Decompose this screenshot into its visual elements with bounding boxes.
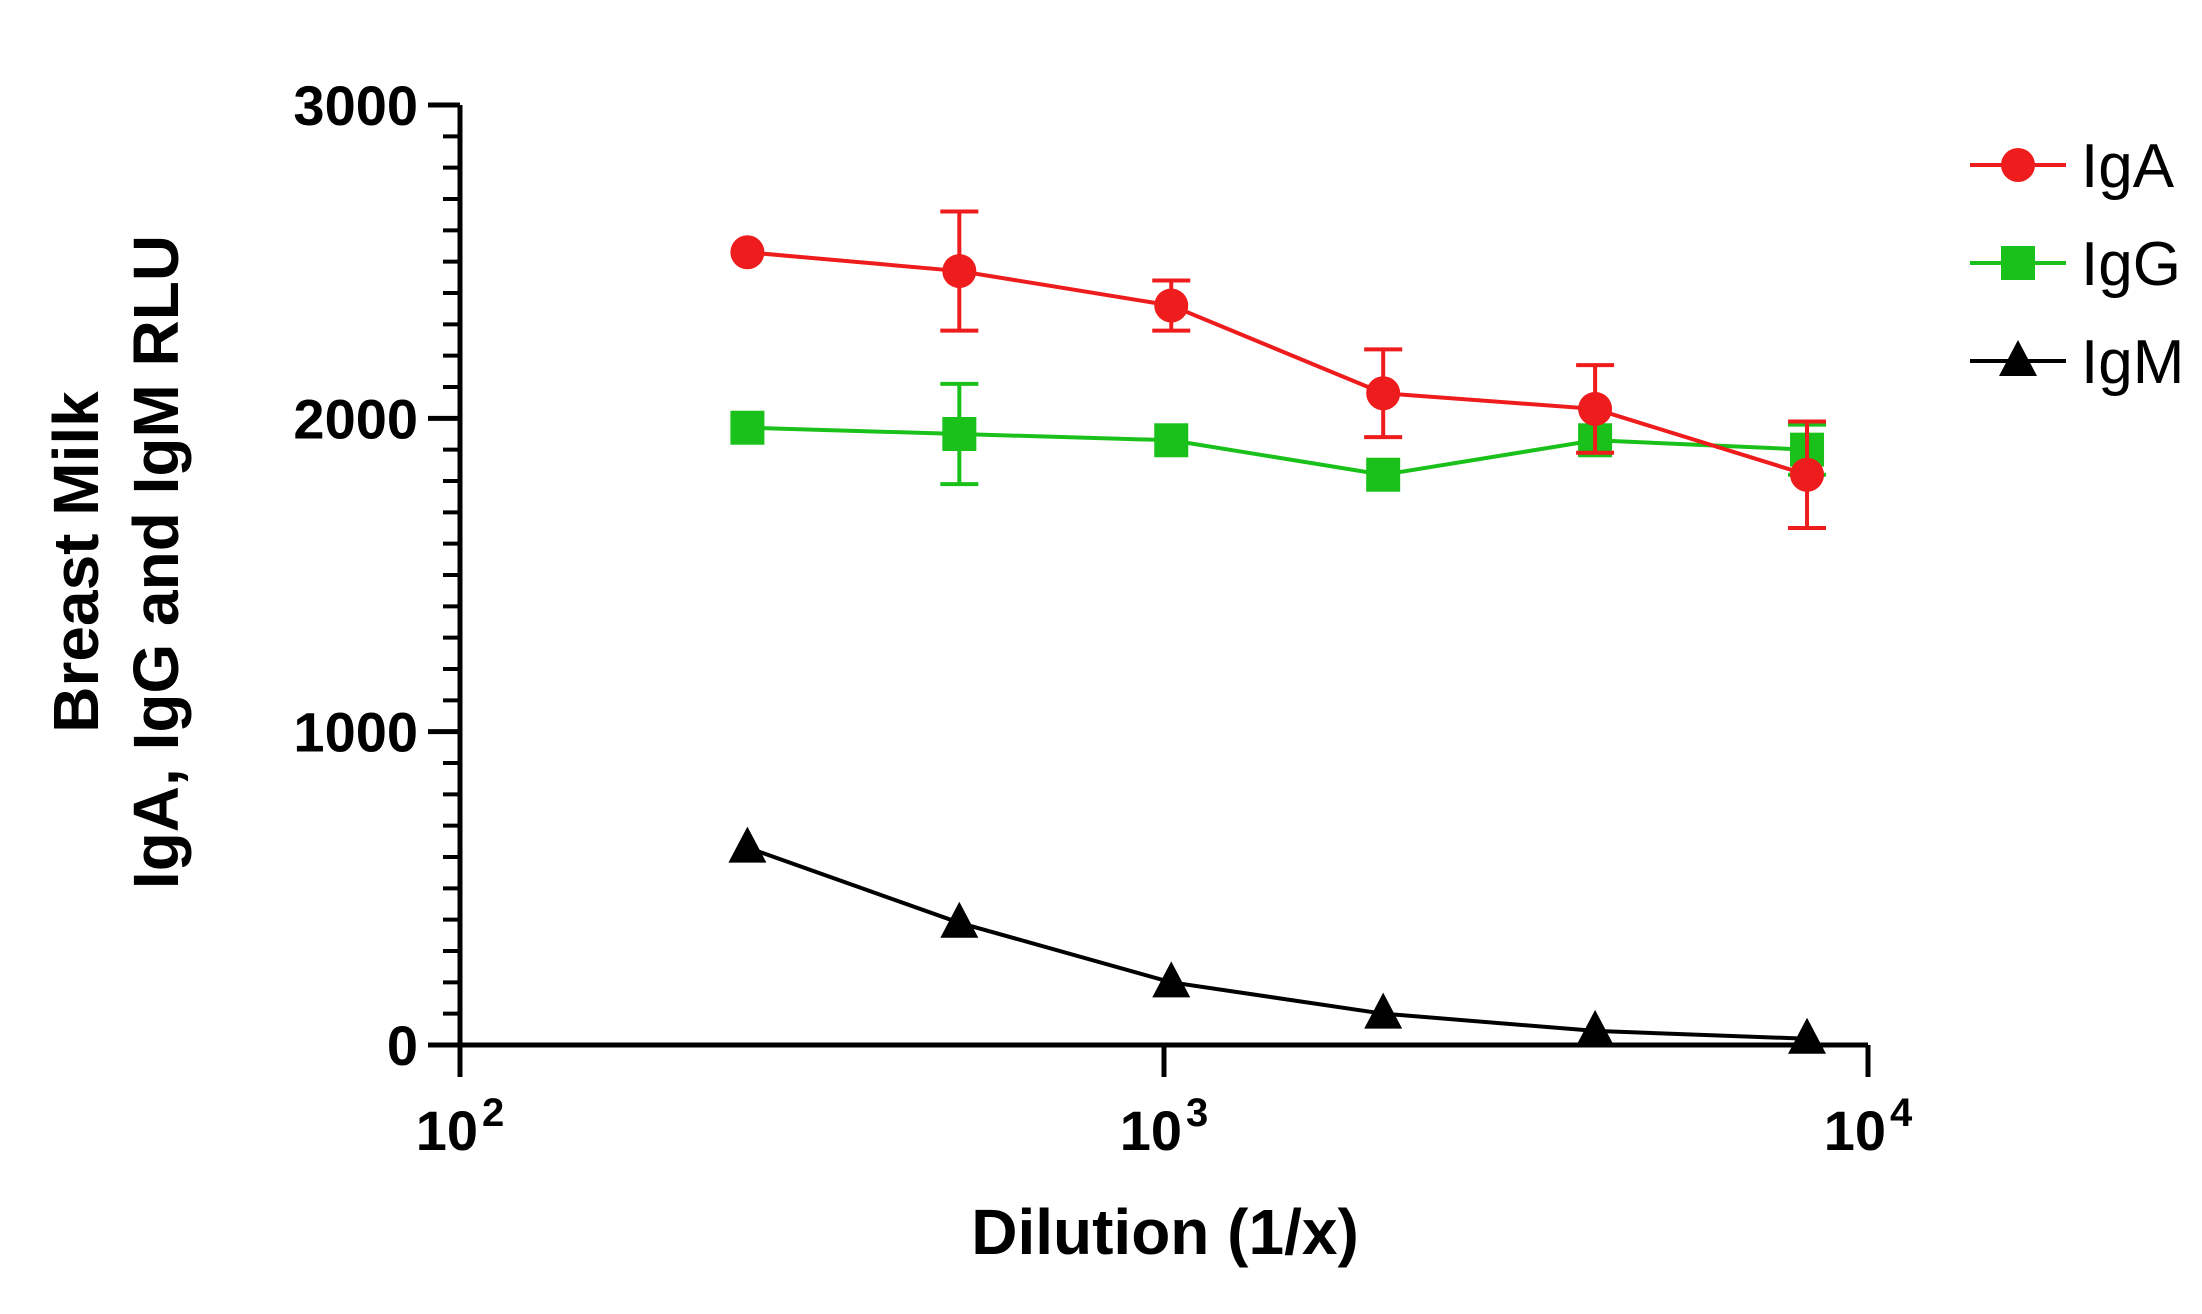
data-point-igm <box>1576 1009 1615 1046</box>
x-tick-label: 10 2 <box>416 1091 505 1162</box>
x-tick-exponent: 3 <box>1186 1091 1208 1135</box>
y-tick-label: 3000 <box>293 74 418 137</box>
data-point-igg <box>942 417 977 451</box>
series-line-igm <box>746 845 1808 1041</box>
data-point-iga <box>1790 457 1825 492</box>
legend-label-iga: IgA <box>2081 132 2175 201</box>
x-tick-exponent: 2 <box>482 1091 504 1135</box>
series-igg <box>730 381 1827 492</box>
series-line-iga <box>747 250 1808 477</box>
plot-area <box>728 209 1827 1054</box>
legend-label-igg: IgG <box>2081 230 2181 299</box>
x-axis-title: Dilution (1/x) <box>971 1196 1359 1268</box>
data-point-igm <box>1788 1017 1827 1054</box>
y-axis-title: Breast Milk IgA, IgG and IgM RLU <box>40 235 192 889</box>
x-tick-base: 10 <box>1824 1099 1886 1162</box>
data-point-igm <box>940 901 979 938</box>
data-point-igm <box>1152 961 1191 998</box>
x-tick-label: 10 3 <box>1120 1091 1209 1162</box>
y-tick-label: 1000 <box>293 701 418 764</box>
data-point-iga <box>1366 376 1401 411</box>
y-tick-label: 2000 <box>293 387 418 450</box>
legend-label-igm: IgM <box>2081 328 2184 397</box>
legend-marker-igm <box>1999 340 2037 376</box>
legend-item-iga: IgA <box>1970 132 2175 201</box>
legend-marker-igg <box>2001 246 2035 280</box>
y-tick-label: 0 <box>387 1014 418 1077</box>
data-point-igg <box>1154 423 1189 458</box>
data-point-iga <box>1154 288 1189 323</box>
data-point-iga <box>942 254 977 289</box>
legend-item-igg: IgG <box>1970 230 2181 299</box>
x-tick-label: 10 4 <box>1824 1091 1913 1162</box>
x-tick-base: 10 <box>1120 1099 1182 1162</box>
y-axis-title-line-2: IgA, IgG and IgM RLU <box>120 235 192 889</box>
series-iga <box>730 209 1827 530</box>
legend-item-igm: IgM <box>1970 328 2184 397</box>
legend: IgA IgG IgM <box>1970 132 2184 397</box>
series-line-igg <box>747 425 1808 477</box>
data-point-igm <box>1364 992 1403 1029</box>
data-point-iga <box>1578 391 1613 426</box>
data-point-igg <box>730 410 765 445</box>
x-tick-base: 10 <box>416 1099 478 1162</box>
data-point-iga <box>730 235 765 270</box>
data-point-igg <box>1366 457 1401 492</box>
y-axis-title-line-1: Breast Milk <box>40 391 112 733</box>
x-tick-exponent: 4 <box>1890 1091 1913 1135</box>
data-point-igm <box>728 826 767 863</box>
series-igm <box>728 826 1827 1054</box>
legend-marker-iga <box>2001 148 2035 182</box>
